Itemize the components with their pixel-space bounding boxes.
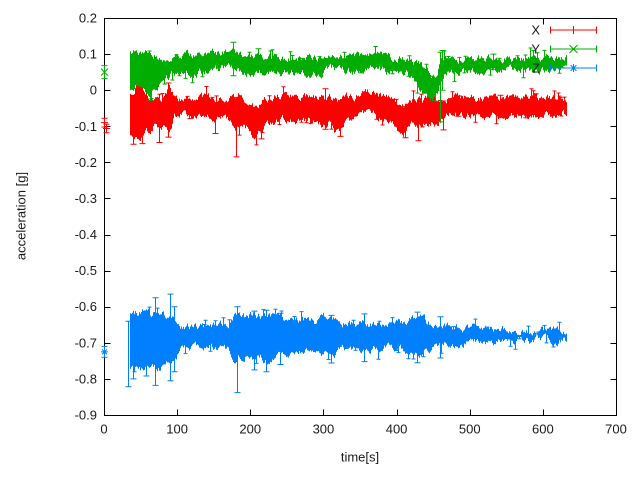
x-tick-label: 100 <box>166 422 188 437</box>
series-y-errorbars <box>100 41 565 123</box>
y-tick-label: -0.7 <box>75 335 97 350</box>
y-tick-label: 0.1 <box>79 47 97 62</box>
x-tick-label: 500 <box>459 422 481 437</box>
x-axis-label: time[s] <box>340 449 380 465</box>
legend-label-z: Z <box>532 61 540 76</box>
series-x-errorbars <box>101 82 567 158</box>
y-tick-label: -0.5 <box>75 263 97 278</box>
y-tick-label: 0 <box>90 83 97 98</box>
y-tick-label: -0.8 <box>75 371 97 386</box>
x-tick-label: 0 <box>100 422 107 437</box>
series-z-band <box>130 308 567 372</box>
y-tick-label: -0.4 <box>75 227 97 242</box>
legend-label-x: X <box>531 23 540 38</box>
plot-frame <box>104 18 617 416</box>
y-tick-label: -0.9 <box>75 408 97 423</box>
x-tick-label: 700 <box>605 422 627 437</box>
x-tick-label: 300 <box>313 422 335 437</box>
legend-sample-z-asterisk-marker-icon <box>550 64 597 72</box>
y-tick-label: -0.3 <box>75 191 97 206</box>
series-x-band <box>130 79 567 141</box>
y-tick-label: -0.1 <box>75 119 97 134</box>
y-tick-label: 0.2 <box>79 11 97 26</box>
y-tick-label: -0.2 <box>75 155 97 170</box>
legend-sample-y-cross-marker-icon <box>550 44 597 54</box>
series-z-errorbars <box>101 293 562 394</box>
x-tick-label: 400 <box>386 422 408 437</box>
series-y-band <box>130 48 567 102</box>
axis-ticks <box>104 18 617 416</box>
y-tick-label: -0.6 <box>75 299 97 314</box>
legend-sample-x-plus-marker-icon <box>550 26 597 34</box>
x-tick-label: 600 <box>532 422 554 437</box>
legend-label-y: Y <box>531 42 540 57</box>
y-axis-label: acceleration [g] <box>13 171 29 261</box>
x-tick-label: 200 <box>239 422 261 437</box>
